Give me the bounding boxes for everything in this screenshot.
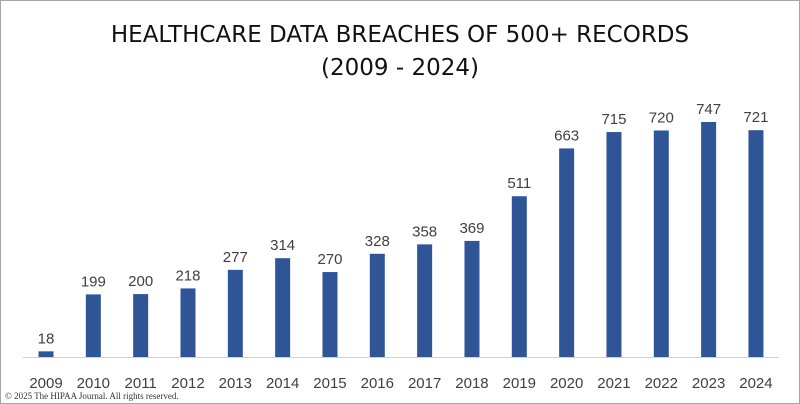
data-label-2016: 328 bbox=[365, 233, 390, 250]
data-label-2018: 369 bbox=[459, 220, 484, 237]
bar-2010 bbox=[85, 294, 101, 357]
bar-2015 bbox=[322, 272, 338, 357]
x-tick-label-2017: 2017 bbox=[408, 375, 441, 392]
bar-2021 bbox=[606, 132, 622, 357]
data-label-2020: 663 bbox=[554, 127, 579, 144]
bar-2012 bbox=[180, 288, 196, 357]
data-label-2017: 358 bbox=[412, 223, 437, 240]
x-tick-label-2009: 2009 bbox=[29, 375, 62, 392]
data-label-2021: 715 bbox=[601, 111, 626, 128]
x-tick-label-2010: 2010 bbox=[77, 375, 110, 392]
copyright-notice: © 2025 The HIPAA Journal. All rights res… bbox=[5, 391, 179, 401]
data-label-2011: 200 bbox=[128, 273, 153, 290]
x-tick-label-2023: 2023 bbox=[692, 375, 725, 392]
x-tick-label-2011: 2011 bbox=[125, 375, 157, 392]
data-label-2009: 18 bbox=[38, 330, 55, 347]
x-tick-label-2024: 2024 bbox=[739, 375, 772, 392]
bar-2022 bbox=[653, 130, 669, 357]
bar-2014 bbox=[275, 258, 291, 357]
data-label-2019: 511 bbox=[507, 175, 531, 192]
data-label-2023: 747 bbox=[696, 101, 721, 118]
data-label-2013: 277 bbox=[223, 249, 248, 266]
x-tick-label-2014: 2014 bbox=[266, 375, 299, 392]
bar-2020 bbox=[559, 148, 575, 357]
x-tick-label-2013: 2013 bbox=[219, 375, 252, 392]
x-tick-label-2012: 2012 bbox=[171, 375, 204, 392]
data-label-2012: 218 bbox=[175, 267, 200, 284]
x-tick-label-2016: 2016 bbox=[361, 375, 394, 392]
bar-2018 bbox=[464, 240, 480, 357]
data-label-2014: 314 bbox=[270, 237, 295, 254]
data-label-2010: 199 bbox=[81, 273, 106, 290]
x-tick-label-2022: 2022 bbox=[645, 375, 678, 392]
bar-2024 bbox=[748, 130, 764, 357]
x-tick-label-2015: 2015 bbox=[313, 375, 346, 392]
bar-2011 bbox=[133, 294, 149, 357]
bar-2023 bbox=[701, 121, 717, 357]
x-tick-label-2018: 2018 bbox=[455, 375, 488, 392]
chart-title: HEALTHCARE DATA BREACHES OF 500+ RECORDS… bbox=[1, 19, 799, 85]
bar-2016 bbox=[369, 253, 385, 357]
x-tick-label-2019: 2019 bbox=[503, 375, 536, 392]
data-label-2022: 720 bbox=[649, 109, 674, 126]
data-label-2024: 721 bbox=[743, 109, 768, 126]
x-tick-label-2021: 2021 bbox=[597, 375, 630, 392]
x-tick-label-2020: 2020 bbox=[550, 375, 583, 392]
bar-2013 bbox=[227, 269, 243, 357]
chart-title-line2: (2009 - 2024) bbox=[321, 55, 479, 81]
bar-2017 bbox=[417, 244, 433, 357]
bar-2019 bbox=[511, 196, 527, 357]
data-label-2015: 270 bbox=[317, 251, 342, 268]
chart-title-line1: HEALTHCARE DATA BREACHES OF 500+ RECORDS bbox=[110, 22, 690, 48]
bar-2009 bbox=[38, 351, 54, 357]
